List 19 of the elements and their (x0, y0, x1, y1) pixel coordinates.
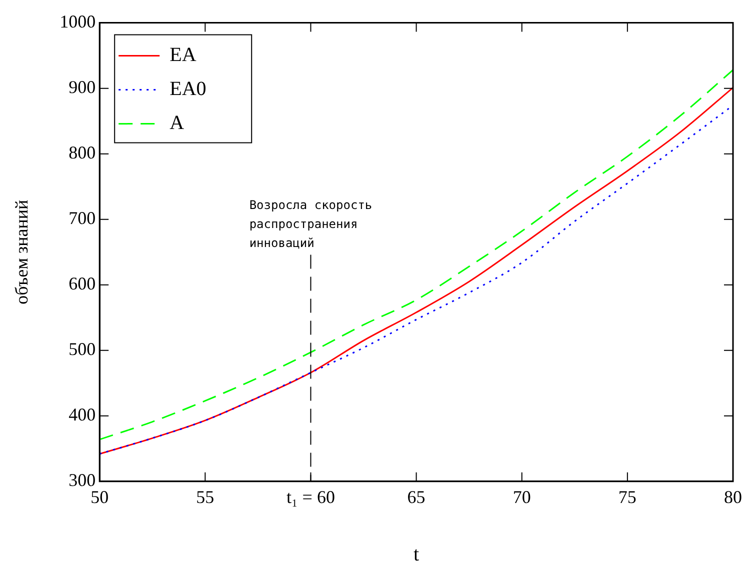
y-tick-label: 600 (68, 274, 96, 294)
x-tick-label: 80 (724, 486, 742, 507)
y-tick-label: 700 (68, 208, 96, 228)
x-tick-label: 65 (407, 486, 426, 507)
y-tick-label: 500 (68, 339, 96, 360)
x-tick-label: 70 (512, 486, 531, 507)
legend-label: EA0 (170, 78, 206, 100)
y-tick-label: 800 (68, 142, 96, 163)
y-tick-label: 900 (68, 77, 96, 98)
x-tick-label: 75 (618, 486, 636, 507)
x-tick-label: 55 (196, 486, 214, 507)
y-tick-label: 400 (68, 404, 96, 425)
legend-label: A (170, 112, 185, 134)
x-axis-title: t (414, 543, 420, 566)
legend-label: EA (170, 44, 197, 66)
y-axis-title: объем знаний (12, 199, 32, 304)
ref-line-label: Возросла скорость распространения инноваций (249, 198, 372, 250)
x-tick-label: t₁ = 60 (286, 486, 335, 507)
y-tick-label: 1000 (60, 12, 96, 32)
